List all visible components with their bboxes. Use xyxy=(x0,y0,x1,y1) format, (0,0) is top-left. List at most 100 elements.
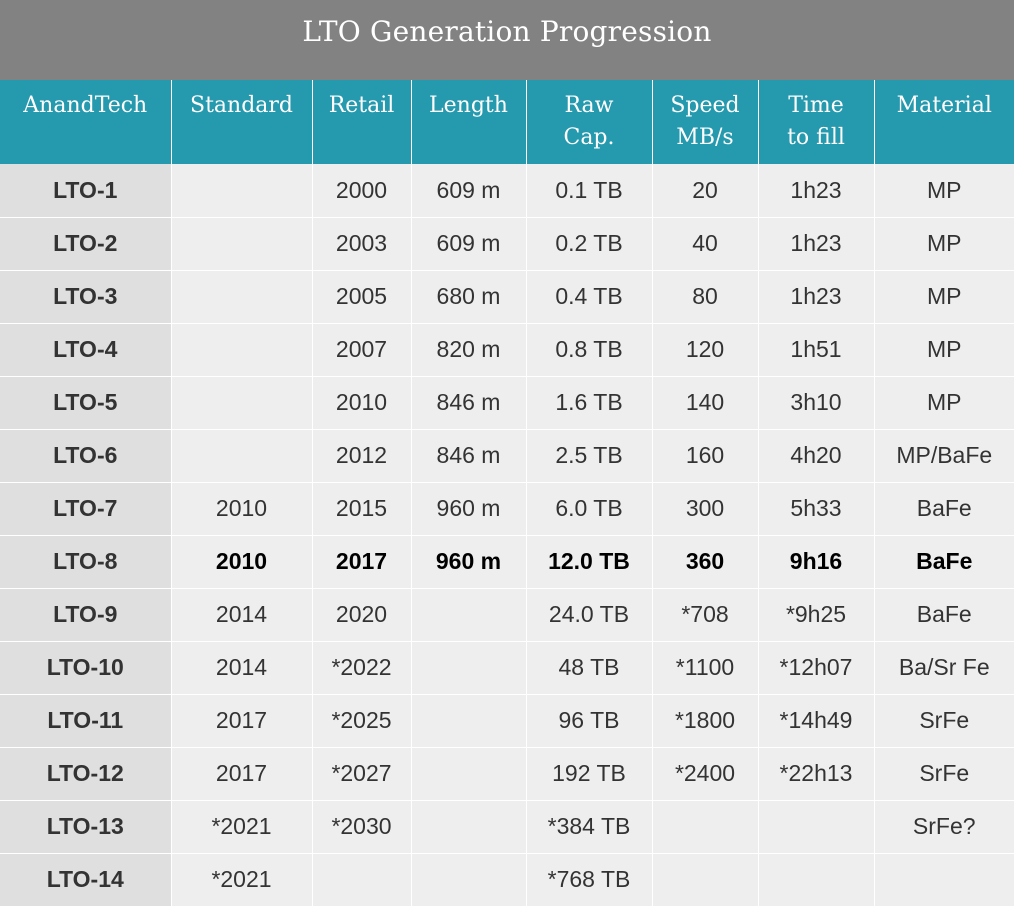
cell-material: Ba/Sr Fe xyxy=(874,641,1014,695)
cell-retail: 2000 xyxy=(312,164,412,218)
cell-standard: 2014 xyxy=(171,641,313,695)
cell-material: MP xyxy=(874,164,1014,218)
table-row: LTO-8 2010 2017 960 m 12.0 TB 360 9h16 BaFe xyxy=(0,535,1014,589)
cell-raw-capacity: 12.0 TB xyxy=(526,535,653,589)
cell-raw-capacity: 96 TB xyxy=(526,694,653,748)
cell-standard: 2017 xyxy=(171,694,313,748)
cell-raw-capacity: 2.5 TB xyxy=(526,429,653,483)
cell-raw-capacity: 0.2 TB xyxy=(526,217,653,271)
cell-speed: 140 xyxy=(652,376,759,430)
cell-generation: LTO-13 xyxy=(0,800,172,854)
cell-generation: LTO-14 xyxy=(0,853,172,907)
cell-generation: LTO-8 xyxy=(0,535,172,589)
table-body: LTO-1 2000 609 m 0.1 TB 20 1h23 MP LTO-2 2003 609… xyxy=(0,164,1014,907)
cell-time-to-fill: *12h07 xyxy=(758,641,875,695)
cell-speed: 360 xyxy=(652,535,759,589)
header-speed: Speed MB/s xyxy=(652,80,759,164)
cell-length: 680 m xyxy=(411,270,527,324)
table-row: LTO-10 2014 *2022 48 TB *1100 *12h07 Ba/Sr Fe xyxy=(0,641,1014,695)
cell-retail: 2015 xyxy=(312,482,412,536)
header-standard-label: Standard xyxy=(190,93,293,118)
header-retail-label: Retail xyxy=(328,93,395,118)
cell-speed: 40 xyxy=(652,217,759,271)
cell-length xyxy=(411,853,527,907)
cell-time-to-fill: *22h13 xyxy=(758,747,875,801)
cell-length: 609 m xyxy=(411,164,527,218)
table-row: LTO-1 2000 609 m 0.1 TB 20 1h23 MP xyxy=(0,164,1014,218)
cell-standard xyxy=(171,217,313,271)
cell-retail: 2003 xyxy=(312,217,412,271)
lto-generation-table: AnandTech Standard Retail Length Raw Cap.… xyxy=(0,80,1014,907)
cell-speed: *708 xyxy=(652,588,759,642)
cell-generation: LTO-6 xyxy=(0,429,172,483)
cell-time-to-fill: *9h25 xyxy=(758,588,875,642)
cell-time-to-fill xyxy=(758,853,875,907)
cell-standard xyxy=(171,429,313,483)
cell-length xyxy=(411,588,527,642)
cell-raw-capacity: 0.8 TB xyxy=(526,323,653,377)
cell-material: MP/BaFe xyxy=(874,429,1014,483)
cell-generation: LTO-3 xyxy=(0,270,172,324)
cell-speed: 20 xyxy=(652,164,759,218)
cell-material: SrFe? xyxy=(874,800,1014,854)
cell-standard xyxy=(171,376,313,430)
cell-raw-capacity: 192 TB xyxy=(526,747,653,801)
cell-length xyxy=(411,800,527,854)
cell-retail: *2027 xyxy=(312,747,412,801)
cell-material: BaFe xyxy=(874,482,1014,536)
cell-generation: LTO-1 xyxy=(0,164,172,218)
cell-generation: LTO-10 xyxy=(0,641,172,695)
cell-generation: LTO-12 xyxy=(0,747,172,801)
cell-raw-capacity: 6.0 TB xyxy=(526,482,653,536)
header-retail: Retail xyxy=(312,80,412,164)
cell-length: 846 m xyxy=(411,429,527,483)
cell-standard: 2017 xyxy=(171,747,313,801)
cell-standard: 2010 xyxy=(171,535,313,589)
cell-standard: 2014 xyxy=(171,588,313,642)
cell-length: 846 m xyxy=(411,376,527,430)
table-row: LTO-5 2010 846 m 1.6 TB 140 3h10 MP xyxy=(0,376,1014,430)
cell-length: 820 m xyxy=(411,323,527,377)
header-raw-capacity-line2: Cap. xyxy=(563,125,615,150)
header-time-to-fill-line1: Time xyxy=(788,93,844,118)
table-row: LTO-9 2014 2020 24.0 TB *708 *9h25 BaFe xyxy=(0,588,1014,642)
header-anandtech-label: AnandTech xyxy=(23,93,148,118)
header-standard: Standard xyxy=(171,80,313,164)
cell-time-to-fill: 3h10 xyxy=(758,376,875,430)
cell-material xyxy=(874,853,1014,907)
header-raw-capacity-line1: Raw xyxy=(564,93,614,118)
cell-speed xyxy=(652,853,759,907)
cell-raw-capacity: 48 TB xyxy=(526,641,653,695)
cell-standard xyxy=(171,270,313,324)
cell-material: BaFe xyxy=(874,588,1014,642)
header-speed-line1: Speed xyxy=(670,93,740,118)
cell-standard: 2010 xyxy=(171,482,313,536)
cell-length xyxy=(411,694,527,748)
cell-generation: LTO-9 xyxy=(0,588,172,642)
cell-speed xyxy=(652,800,759,854)
cell-speed: *2400 xyxy=(652,747,759,801)
table-header: AnandTech Standard Retail Length Raw Cap.… xyxy=(0,80,1014,164)
cell-time-to-fill xyxy=(758,800,875,854)
cell-material: BaFe xyxy=(874,535,1014,589)
cell-speed: 300 xyxy=(652,482,759,536)
cell-raw-capacity: 24.0 TB xyxy=(526,588,653,642)
cell-material: MP xyxy=(874,270,1014,324)
cell-speed: *1100 xyxy=(652,641,759,695)
cell-material: SrFe xyxy=(874,747,1014,801)
cell-speed: 120 xyxy=(652,323,759,377)
cell-retail: *2025 xyxy=(312,694,412,748)
cell-material: SrFe xyxy=(874,694,1014,748)
cell-retail: 2010 xyxy=(312,376,412,430)
cell-standard xyxy=(171,323,313,377)
cell-time-to-fill: 5h33 xyxy=(758,482,875,536)
table-row: LTO-4 2007 820 m 0.8 TB 120 1h51 MP xyxy=(0,323,1014,377)
cell-raw-capacity: *768 TB xyxy=(526,853,653,907)
cell-retail: 2017 xyxy=(312,535,412,589)
cell-standard: *2021 xyxy=(171,800,313,854)
table-row: LTO-14 *2021 *768 TB xyxy=(0,853,1014,907)
cell-raw-capacity: *384 TB xyxy=(526,800,653,854)
header-anandtech: AnandTech xyxy=(0,80,172,164)
table-title: LTO Generation Progression xyxy=(302,14,712,48)
cell-time-to-fill: *14h49 xyxy=(758,694,875,748)
